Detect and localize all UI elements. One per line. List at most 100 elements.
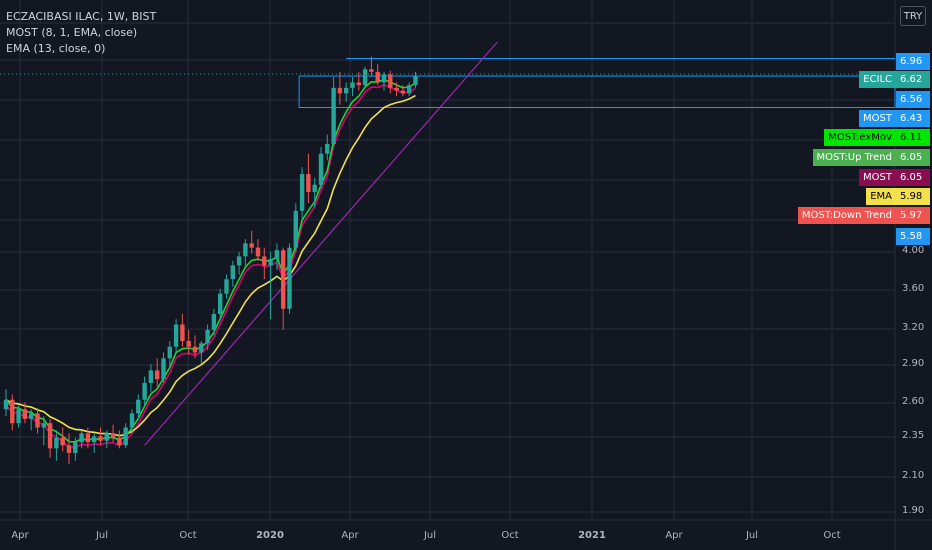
candle-body[interactable] [117, 437, 122, 446]
price-axis-label: 2.60 [902, 396, 925, 407]
price-tag-label: EMA [866, 188, 896, 205]
candle-body[interactable] [293, 210, 298, 248]
time-axis-label: Jul [745, 530, 759, 541]
price-tag-value: 6.05 [896, 149, 930, 166]
candle-body[interactable] [3, 399, 9, 410]
price-tag-value: 5.58 [896, 228, 930, 245]
time-axis-label: 2020 [256, 530, 284, 541]
candle-body[interactable] [388, 74, 393, 88]
candle-body[interactable] [92, 436, 97, 443]
candle-body[interactable] [306, 174, 311, 192]
candle-body[interactable] [104, 433, 109, 441]
candle-body[interactable] [268, 259, 273, 266]
candle-body[interactable] [60, 437, 65, 446]
candle-body[interactable] [318, 153, 324, 185]
candle-body[interactable] [29, 413, 34, 419]
candle-body[interactable] [79, 433, 84, 443]
candle-body[interactable] [35, 413, 40, 428]
candle-body[interactable] [173, 324, 179, 347]
price-tag-value: 6.43 [896, 110, 930, 127]
candle-body[interactable] [312, 184, 317, 192]
candle-body[interactable] [350, 82, 355, 88]
candle-body[interactable] [249, 243, 254, 248]
candle-body[interactable] [180, 324, 185, 342]
candle-body[interactable] [192, 346, 198, 353]
candle-body[interactable] [400, 90, 406, 94]
price-tag-value: 6.96 [896, 53, 930, 70]
candle-body[interactable] [375, 71, 380, 83]
candle-body[interactable] [337, 87, 343, 94]
time-axis-label: Apr [665, 530, 683, 541]
price-axis-label: 1.90 [902, 505, 925, 516]
price-tag-label: MOST:Down Trend [797, 207, 896, 224]
price-tag-value: 6.56 [896, 91, 930, 108]
ema-line[interactable] [5, 94, 416, 437]
price-axis-label: 3.60 [902, 283, 925, 294]
trendline[interactable] [144, 41, 498, 446]
candle-body[interactable] [413, 76, 418, 86]
candle-body[interactable] [73, 442, 78, 453]
candle-body[interactable] [356, 82, 361, 86]
candle-body[interactable] [287, 247, 292, 309]
range-rectangle[interactable] [298, 75, 896, 108]
price-tag-value: 6.62 [896, 71, 930, 88]
candle-body[interactable] [369, 69, 374, 72]
candle-body[interactable] [407, 85, 412, 94]
candle-body[interactable] [362, 69, 368, 86]
time-axis-label: 2021 [578, 530, 606, 541]
candle-body[interactable] [155, 370, 160, 380]
candle-body[interactable] [47, 423, 53, 449]
candle-body[interactable] [274, 250, 280, 260]
candle-body[interactable] [85, 433, 91, 443]
candle-body[interactable] [381, 74, 387, 83]
candle-body[interactable] [98, 436, 103, 441]
price-tag-value: 5.97 [896, 207, 930, 224]
ema-indicator-label[interactable]: EMA (13, close, 0) [6, 42, 106, 55]
candle-body[interactable] [123, 427, 128, 446]
price-tag-value: 5.98 [896, 188, 930, 205]
candle-body[interactable] [230, 265, 235, 280]
candle-body[interactable] [224, 279, 229, 294]
most-line[interactable] [5, 78, 416, 443]
candle-body[interactable] [331, 87, 336, 144]
candle-body[interactable] [236, 256, 242, 266]
price-tag-label: MOST [859, 110, 896, 127]
candle-body[interactable] [186, 341, 191, 347]
candle-body[interactable] [299, 174, 305, 211]
most-indicator-label[interactable]: MOST (8, 1, EMA, close) [6, 26, 138, 39]
candle-body[interactable] [205, 329, 210, 344]
candle-body[interactable] [142, 382, 147, 400]
candle-body[interactable] [148, 370, 154, 383]
candle-body[interactable] [243, 243, 248, 257]
candle-body[interactable] [167, 346, 172, 359]
time-axis-label: Jul [423, 530, 437, 541]
candle-body[interactable] [281, 250, 286, 309]
candle-body[interactable] [161, 358, 166, 380]
candle-body[interactable] [199, 343, 204, 353]
candle-body[interactable] [66, 445, 72, 453]
time-axis-label: Oct [823, 530, 841, 541]
time-axis-label: Jul [95, 530, 109, 541]
candle-body[interactable] [344, 87, 349, 94]
candle-body[interactable] [54, 437, 59, 449]
candle-body[interactable] [136, 399, 141, 414]
candle-body[interactable] [255, 247, 261, 257]
candle-body[interactable] [262, 256, 267, 266]
candle-body[interactable] [129, 413, 135, 428]
candle-body[interactable] [394, 87, 399, 91]
price-tag-label: MOST [859, 169, 896, 186]
candle-body[interactable] [10, 399, 15, 424]
most-exmov-line[interactable] [5, 83, 416, 448]
candle-body[interactable] [41, 423, 46, 428]
candle-body[interactable] [325, 143, 330, 154]
symbol-title[interactable]: ECZACIBASI ILAC, 1W, BIST [6, 10, 157, 23]
candle-body[interactable] [218, 293, 223, 314]
candle-body[interactable] [16, 409, 21, 424]
grid [0, 0, 895, 520]
candle-body[interactable] [110, 433, 116, 438]
candle-body[interactable] [22, 409, 28, 419]
currency-button[interactable]: TRY [900, 6, 926, 26]
candles [3, 56, 418, 464]
candle-body[interactable] [211, 313, 217, 330]
